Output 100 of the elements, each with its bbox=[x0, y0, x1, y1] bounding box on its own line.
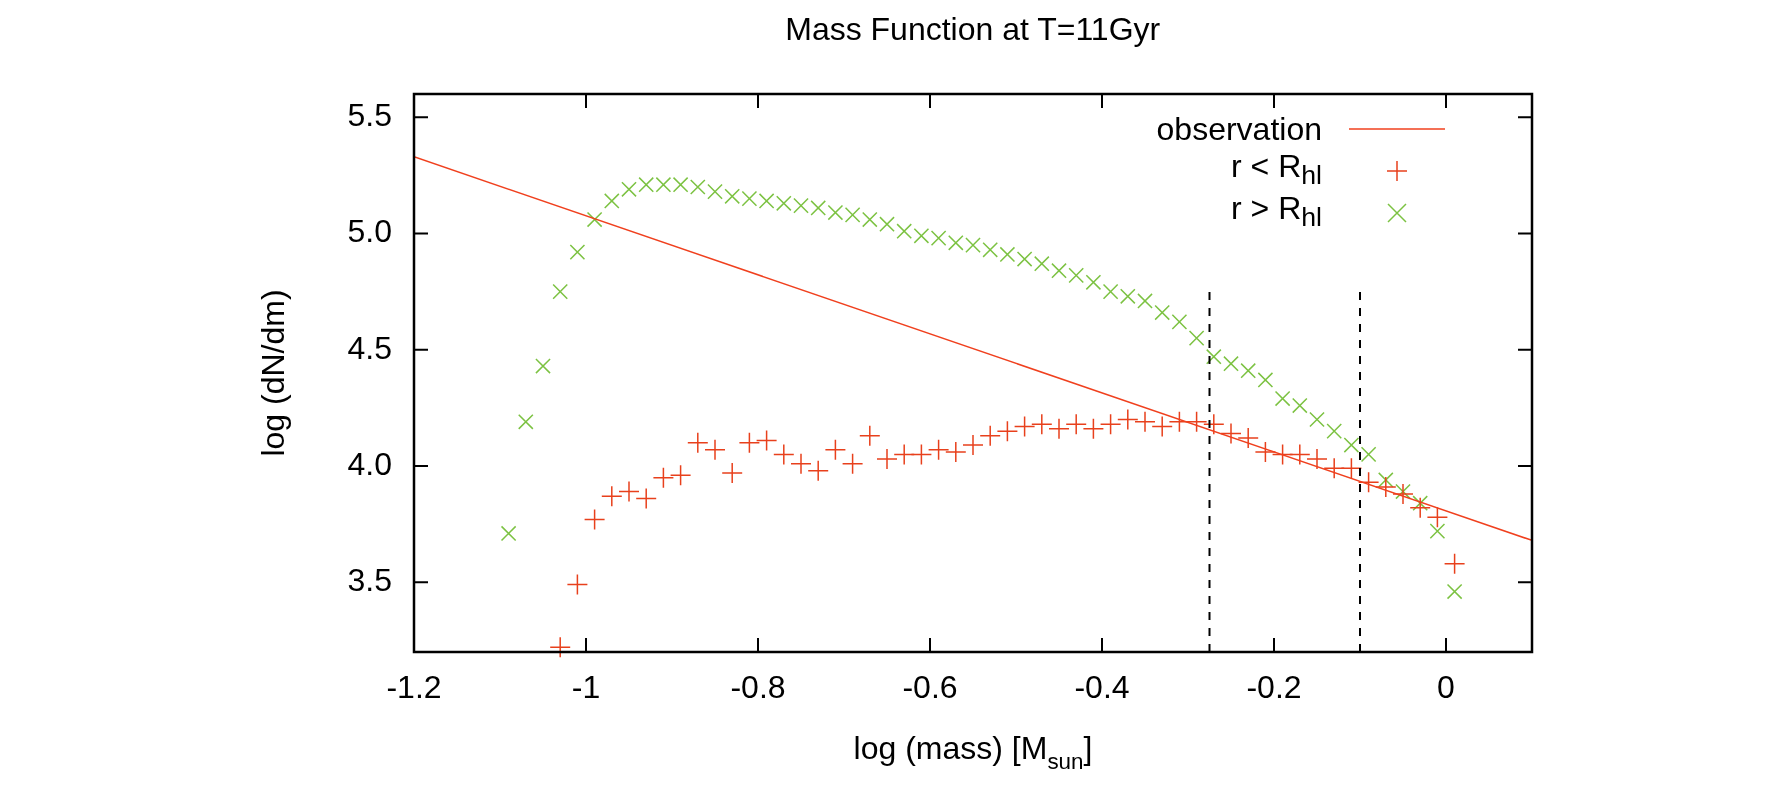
point bbox=[1254, 441, 1277, 463]
point bbox=[1409, 497, 1431, 519]
point bbox=[1033, 255, 1050, 272]
x-tick-label: -0.8 bbox=[730, 669, 786, 706]
x-tick-label: 0 bbox=[1437, 669, 1455, 706]
point bbox=[549, 636, 571, 659]
point bbox=[1154, 304, 1171, 321]
point bbox=[962, 434, 984, 456]
point bbox=[930, 230, 947, 246]
point bbox=[1137, 293, 1153, 309]
point bbox=[876, 448, 898, 470]
x-tick-label: -1 bbox=[571, 669, 601, 706]
point bbox=[996, 420, 1019, 442]
point bbox=[603, 193, 620, 209]
point bbox=[672, 176, 689, 193]
point bbox=[1068, 267, 1085, 284]
point bbox=[689, 179, 706, 195]
point bbox=[517, 414, 534, 430]
point bbox=[1395, 483, 1411, 500]
point bbox=[1274, 390, 1291, 407]
point bbox=[1099, 413, 1122, 435]
point bbox=[655, 176, 672, 193]
point bbox=[1085, 274, 1102, 291]
point bbox=[1412, 495, 1429, 512]
point bbox=[1185, 411, 1208, 433]
legend-label: r < R$_{hl}$ bbox=[1231, 148, 1322, 191]
point bbox=[638, 176, 655, 193]
point bbox=[1309, 411, 1325, 428]
point bbox=[669, 464, 692, 487]
x-tick-label: -0.6 bbox=[902, 669, 958, 706]
y-tick-label: 3.5 bbox=[347, 562, 392, 599]
y-tick-label: 5.5 bbox=[347, 97, 392, 134]
point bbox=[1257, 372, 1274, 388]
point bbox=[1429, 523, 1446, 539]
point bbox=[1357, 471, 1380, 494]
point bbox=[1326, 423, 1343, 439]
point bbox=[844, 207, 861, 223]
point bbox=[1446, 583, 1463, 600]
point bbox=[1013, 415, 1036, 438]
point bbox=[910, 443, 933, 466]
point bbox=[896, 223, 913, 239]
point bbox=[1205, 348, 1222, 365]
point bbox=[824, 438, 847, 461]
point bbox=[913, 228, 930, 244]
point bbox=[1134, 411, 1156, 433]
point bbox=[979, 425, 1001, 447]
point bbox=[982, 241, 999, 258]
point bbox=[721, 462, 743, 484]
point bbox=[1102, 283, 1119, 300]
point bbox=[945, 441, 967, 463]
point bbox=[861, 211, 878, 228]
point bbox=[724, 188, 741, 205]
point bbox=[1377, 472, 1394, 488]
point bbox=[1289, 443, 1311, 466]
point bbox=[1443, 552, 1466, 575]
point bbox=[687, 432, 709, 454]
point bbox=[1237, 427, 1259, 449]
point bbox=[1171, 314, 1188, 330]
y-axis-title: log (dN/dm) bbox=[255, 289, 291, 457]
point bbox=[758, 193, 775, 209]
point bbox=[999, 246, 1016, 263]
point bbox=[793, 197, 809, 214]
point bbox=[841, 452, 864, 475]
legend-label: r > R$_{hl}$ bbox=[1230, 189, 1322, 235]
point bbox=[1203, 413, 1225, 435]
x-tick-label: -1.2 bbox=[386, 669, 442, 706]
point bbox=[947, 234, 964, 251]
point bbox=[1065, 413, 1087, 435]
point bbox=[1188, 330, 1205, 346]
legend-label: observation bbox=[1155, 110, 1322, 149]
point bbox=[755, 429, 778, 452]
point bbox=[566, 573, 589, 596]
point bbox=[1220, 422, 1242, 445]
point bbox=[1360, 446, 1377, 463]
point bbox=[569, 244, 586, 260]
point bbox=[927, 438, 950, 461]
point bbox=[1051, 262, 1067, 279]
point bbox=[1117, 408, 1139, 431]
point bbox=[790, 452, 812, 475]
point bbox=[810, 200, 827, 216]
point bbox=[583, 508, 606, 531]
point bbox=[859, 425, 881, 447]
point bbox=[1306, 448, 1328, 470]
point bbox=[1082, 418, 1105, 440]
chart-title: Mass Function at T=11Gyr bbox=[785, 11, 1161, 47]
point bbox=[775, 195, 792, 212]
x-tick-label: -0.2 bbox=[1246, 669, 1302, 706]
y-tick-label: 4.0 bbox=[347, 445, 392, 482]
point bbox=[1151, 415, 1173, 438]
point bbox=[1048, 418, 1070, 440]
point bbox=[1031, 413, 1053, 435]
point bbox=[601, 485, 623, 507]
point bbox=[1240, 362, 1257, 379]
point bbox=[773, 443, 795, 466]
point bbox=[618, 480, 640, 503]
point bbox=[827, 204, 844, 221]
point bbox=[704, 438, 726, 461]
point bbox=[707, 183, 723, 200]
point bbox=[1119, 288, 1136, 305]
point bbox=[1223, 355, 1239, 372]
